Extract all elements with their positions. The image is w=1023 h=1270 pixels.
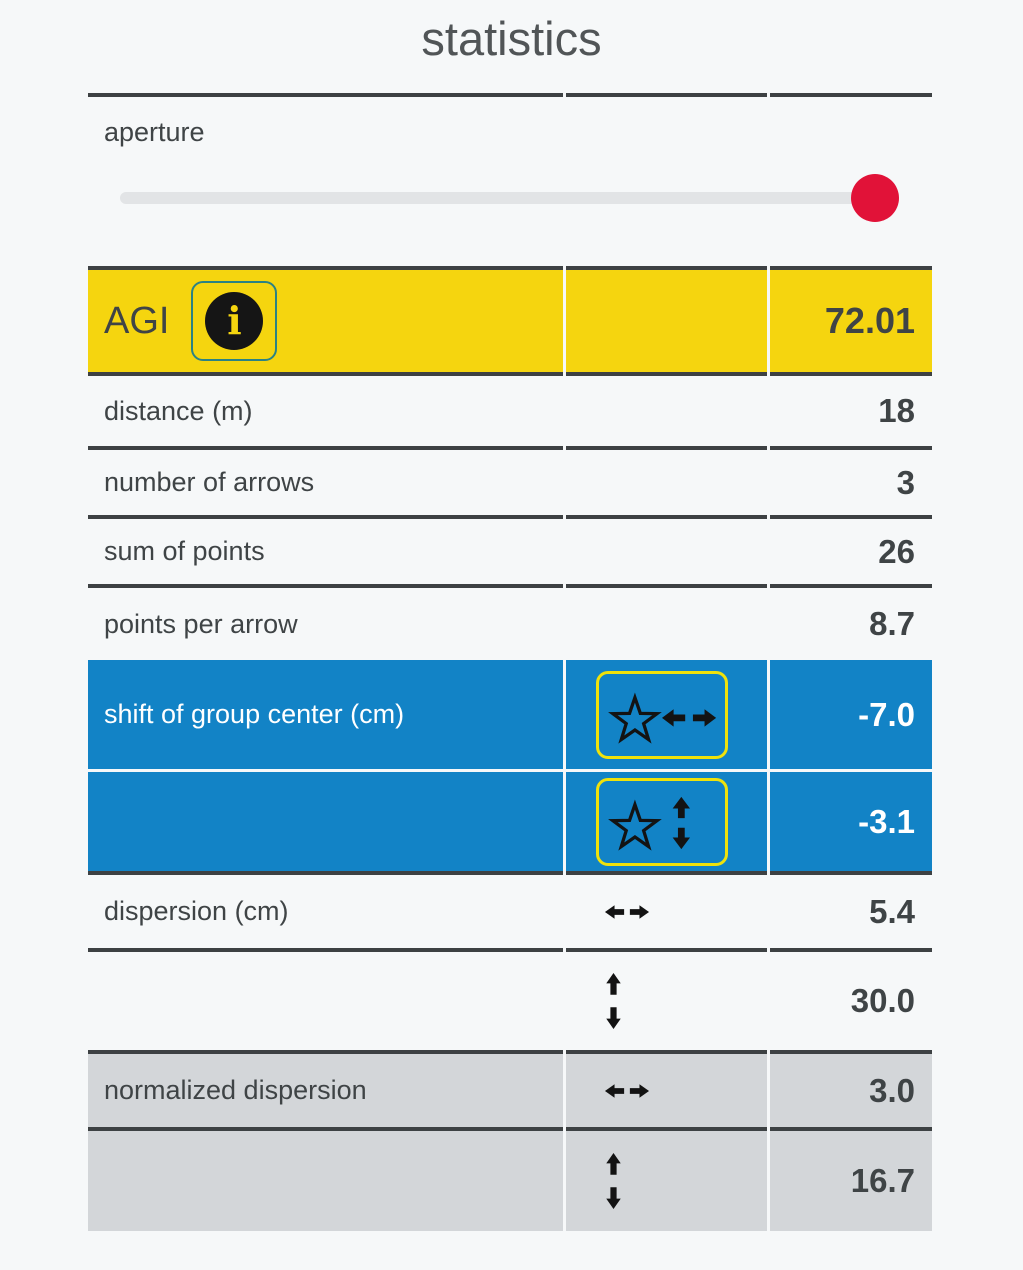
agi-label: AGI: [104, 299, 170, 342]
table-row-sum-of-points: sum of points 26: [88, 519, 932, 589]
header-divider: [88, 93, 932, 98]
aperture-slider[interactable]: [120, 174, 899, 223]
row-icon-cell: [566, 588, 767, 660]
info-button[interactable]: i: [191, 281, 278, 362]
table-row-shift-vertical: -3.1: [88, 772, 932, 876]
divider-segment: [566, 93, 767, 98]
divider-segment: [88, 93, 563, 98]
table-row-normalized-dispersion-horizontal: normalized dispersion 3.0: [88, 1054, 932, 1132]
star-horizontal-arrows-icon: [608, 692, 717, 744]
vertical-arrows-icon: [606, 1153, 621, 1210]
table-row-distance: distance (m) 18: [88, 376, 932, 451]
row-value: -7.0: [770, 660, 932, 770]
row-value: 26: [770, 519, 932, 589]
row-label: sum of points: [88, 519, 563, 589]
row-label: dispersion (cm): [88, 875, 563, 953]
table-row-agi: AGI i 72.01: [88, 266, 932, 377]
table-row-points-per-arrow: points per arrow 8.7: [88, 588, 932, 660]
aperture-label: aperture: [104, 117, 205, 148]
table-row-shift-horizontal: shift of group center (cm) -7.0: [88, 660, 932, 770]
horizontal-arrows-icon: [604, 1083, 650, 1098]
row-label: [88, 952, 563, 1055]
table-row-normalized-dispersion-vertical: 16.7: [88, 1131, 932, 1232]
agi-icon-cell: [566, 266, 767, 377]
star-vertical-arrows-icon: [608, 796, 691, 851]
row-icon-cell: [566, 952, 767, 1055]
row-value: 8.7: [869, 605, 915, 643]
row-label: points per arrow: [104, 608, 298, 639]
row-label: distance (m): [88, 376, 563, 451]
row-icon-cell: [566, 1054, 767, 1132]
star-vertical-arrows-button[interactable]: [596, 777, 728, 866]
row-value: 18: [770, 376, 932, 451]
row-label: number of arrows: [88, 450, 563, 520]
agi-value: 72.01: [770, 266, 932, 377]
star-horizontal-arrows-button[interactable]: [596, 670, 728, 759]
row-icon-cell: [566, 875, 767, 953]
row-value: 16.7: [770, 1131, 932, 1232]
table-row-number-of-arrows: number of arrows 3: [88, 450, 932, 520]
row-icon-cell: [566, 660, 767, 770]
slider-track[interactable]: [120, 192, 898, 205]
page-title: statistics: [421, 12, 602, 65]
row-icon-cell: [566, 450, 767, 520]
statistics-table: aperture AGI i 72.01 distance (m) 18 num…: [88, 93, 932, 1232]
row-icon-cell: [566, 376, 767, 451]
row-value: 3.0: [770, 1054, 932, 1132]
row-label: normalized dispersion: [88, 1054, 563, 1132]
agi-label-cell: AGI i: [88, 266, 563, 377]
slider-thumb[interactable]: [851, 174, 899, 223]
table-row-dispersion-horizontal: dispersion (cm) 5.4: [88, 875, 932, 953]
row-label: shift of group center (cm): [88, 660, 563, 770]
info-icon: i: [205, 292, 264, 351]
row-label: [88, 1131, 563, 1232]
table-row-dispersion-vertical: 30.0: [88, 952, 932, 1055]
row-label: [88, 772, 563, 876]
row-icon-cell: [566, 519, 767, 589]
row-icon-cell: [566, 772, 767, 876]
row-value: -3.1: [770, 772, 932, 876]
row-value: 3: [770, 450, 932, 520]
vertical-arrows-icon: [606, 973, 621, 1030]
row-value: 5.4: [770, 875, 932, 953]
divider-segment: [770, 93, 932, 98]
horizontal-arrows-icon: [604, 904, 650, 919]
row-icon-cell: [566, 1131, 767, 1232]
row-value: 30.0: [770, 952, 932, 1055]
